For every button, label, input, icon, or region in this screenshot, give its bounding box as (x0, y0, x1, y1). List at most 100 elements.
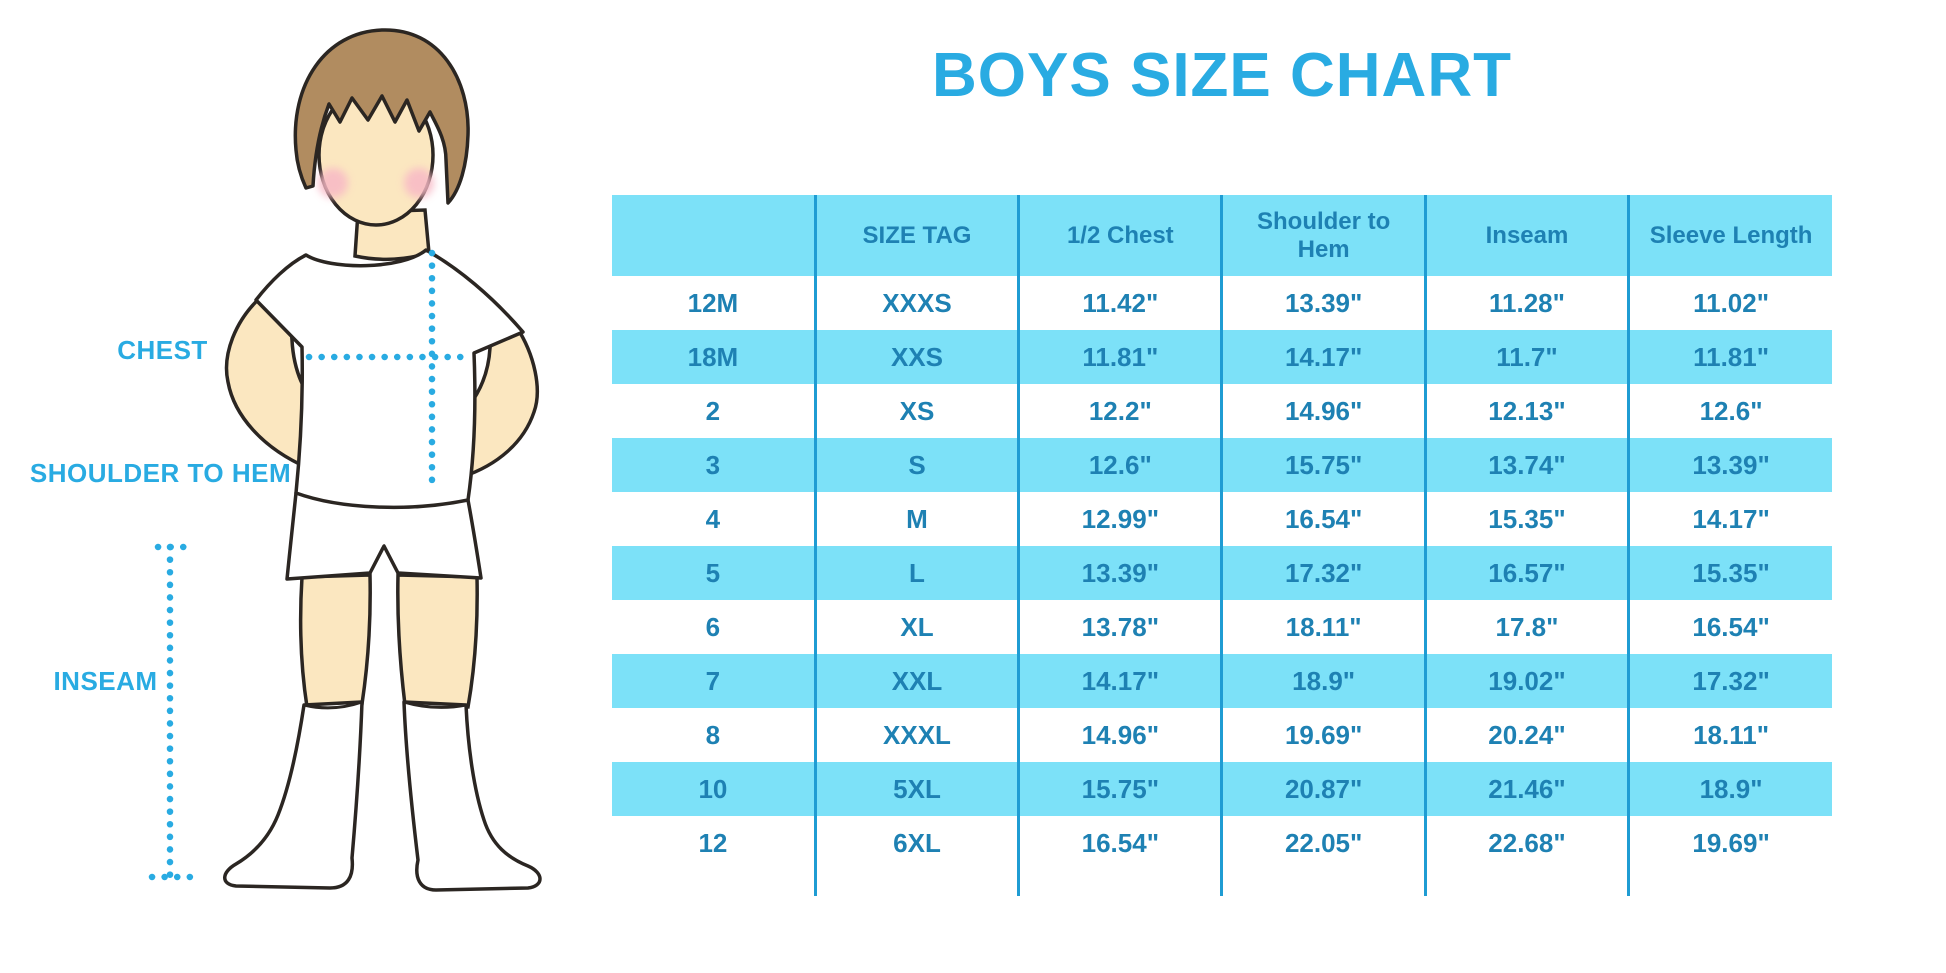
right-leg (396, 573, 479, 709)
table-cell: 16.54" (1627, 600, 1832, 654)
table-cell: 19.02" (1423, 654, 1629, 708)
table-row: 8 XXXL 14.96" 19.69" 20.24" 18.11" (612, 708, 1832, 762)
table-cell: S (813, 438, 1019, 492)
table-cell: 18.9" (1627, 762, 1832, 816)
table-cell: 15.35" (1627, 546, 1832, 600)
page-title: BOYS SIZE CHART (932, 41, 1512, 110)
size-table: SIZE TAG 1/2 Chest Shoulder to Hem Inseam Sl… (612, 195, 1832, 896)
table-cell: 18.11" (1627, 708, 1832, 762)
table-cell: 5 (705, 557, 721, 588)
table-row: 12 6XL 16.54" 22.05" 22.68" 19.69" (612, 816, 1832, 870)
table-row: 5 L 13.39" 17.32" 16.57" 15.35" (612, 546, 1832, 600)
table-cell: 19.69" (1627, 816, 1832, 870)
table-cell: 3 (705, 449, 721, 480)
table-cell: 20.24" (1423, 708, 1629, 762)
table-row: 2 XS 12.2" 14.96" 12.13" 12.6" (612, 384, 1832, 438)
table-cell: 12.6" (1627, 384, 1832, 438)
table-cell: 11.02" (1627, 276, 1832, 330)
table-cell: 13.78" (1017, 600, 1222, 654)
column-header: 1/2 Chest (1017, 195, 1222, 276)
table-cell: 11.81" (1017, 330, 1222, 384)
table-cell: M (813, 492, 1019, 546)
table-cell: 13.74" (1423, 438, 1629, 492)
hair (293, 28, 470, 205)
table-cell: 6 (705, 611, 721, 642)
table-cell: 6XL (813, 816, 1019, 870)
table-cell: 10 (698, 773, 728, 804)
table-cell: 14.17" (1627, 492, 1832, 546)
size-table-header-row: SIZE TAG 1/2 Chest Shoulder to Hem Inseam Sl… (612, 195, 1832, 276)
table-cell: 22.05" (1220, 816, 1426, 870)
table-cell: 13.39" (1220, 276, 1426, 330)
table-cell: XS (813, 384, 1019, 438)
shoulder-to-hem-label: SHOULDER TO HEM (29, 458, 292, 488)
column-header: Shoulder to Hem (1220, 195, 1426, 276)
table-cell: 14.96" (1220, 384, 1426, 438)
table-cell: 13.39" (1627, 438, 1832, 492)
column-header: Inseam (1423, 195, 1629, 276)
table-cell: 12.13" (1423, 384, 1629, 438)
table-row: 3 S 12.6" 15.75" 13.74" 13.39" (612, 438, 1832, 492)
table-cell: XXXL (813, 708, 1019, 762)
table-cell: 16.54" (1017, 816, 1222, 870)
table-cell: 13.39" (1017, 546, 1222, 600)
divider-stub-row (612, 870, 1832, 896)
table-cell: 15.75" (1017, 762, 1222, 816)
shorts (285, 491, 483, 581)
size-table-head: SIZE TAG 1/2 Chest Shoulder to Hem Inseam Sl… (612, 195, 1832, 276)
chest-label: CHEST (117, 335, 208, 365)
table-row: 10 5XL 15.75" 20.87" 21.46" 18.9" (612, 762, 1832, 816)
table-cell: 20.87" (1220, 762, 1426, 816)
boy-illustration (148, 28, 542, 892)
table-cell: 17.8" (1423, 600, 1629, 654)
table-cell: 16.57" (1423, 546, 1629, 600)
boy-measurement-figure: CHEST SHOULDER TO HEM INSEAM (0, 0, 560, 973)
right-sock-top-fold (403, 700, 467, 709)
left-sock-top-fold (303, 700, 363, 710)
blush-right (404, 168, 434, 198)
column-header: Sleeve Length (1627, 195, 1832, 276)
table-cell: 5XL (813, 762, 1019, 816)
table-cell: XXS (813, 330, 1019, 384)
table-cell: 12.99" (1017, 492, 1222, 546)
table-cell: 18M (687, 341, 739, 372)
table-cell: 17.32" (1627, 654, 1832, 708)
table-row: 12M XXXS 11.42" 13.39" 11.28" 11.02" (612, 276, 1832, 330)
table-cell: L (813, 546, 1019, 600)
table-cell: XXXS (813, 276, 1019, 330)
table-cell: 2 (705, 395, 721, 426)
table-cell: 4 (705, 503, 721, 534)
table-cell: XXL (813, 654, 1019, 708)
table-cell: 11.28" (1423, 276, 1629, 330)
table-row: 4 M 12.99" 16.54" 15.35" 14.17" (612, 492, 1832, 546)
table-cell: 12 (698, 827, 728, 858)
table-cell: 14.17" (1017, 654, 1222, 708)
table-row: 7 XXL 14.17" 18.9" 19.02" 17.32" (612, 654, 1832, 708)
table-cell: 21.46" (1423, 762, 1629, 816)
column-header (612, 195, 815, 276)
table-row: 18M XXS 11.81" 14.17" 11.7" 11.81" (612, 330, 1832, 384)
table-cell: 15.35" (1423, 492, 1629, 546)
size-table-body: 12M XXXS 11.42" 13.39" 11.28" 11.02" 18M XXS 11.… (612, 276, 1832, 896)
inseam-label: INSEAM (53, 666, 158, 696)
table-cell: 18.11" (1220, 600, 1426, 654)
table-cell: 12M (687, 287, 739, 318)
table-cell: 11.7" (1423, 330, 1629, 384)
column-header: SIZE TAG (813, 195, 1019, 276)
table-cell: 17.32" (1220, 546, 1426, 600)
blush-left (318, 168, 348, 198)
table-cell: 11.42" (1017, 276, 1222, 330)
table-cell: XL (813, 600, 1019, 654)
table-cell: 22.68" (1423, 816, 1629, 870)
table-cell: 12.6" (1017, 438, 1222, 492)
table-cell: 19.69" (1220, 708, 1426, 762)
table-cell: 11.81" (1627, 330, 1832, 384)
right-sock (402, 700, 542, 892)
table-cell: 15.75" (1220, 438, 1426, 492)
left-sock (223, 700, 364, 890)
table-cell: 12.2" (1017, 384, 1222, 438)
table-cell: 7 (705, 665, 721, 696)
t-shirt (254, 248, 525, 510)
table-cell: 16.54" (1220, 492, 1426, 546)
